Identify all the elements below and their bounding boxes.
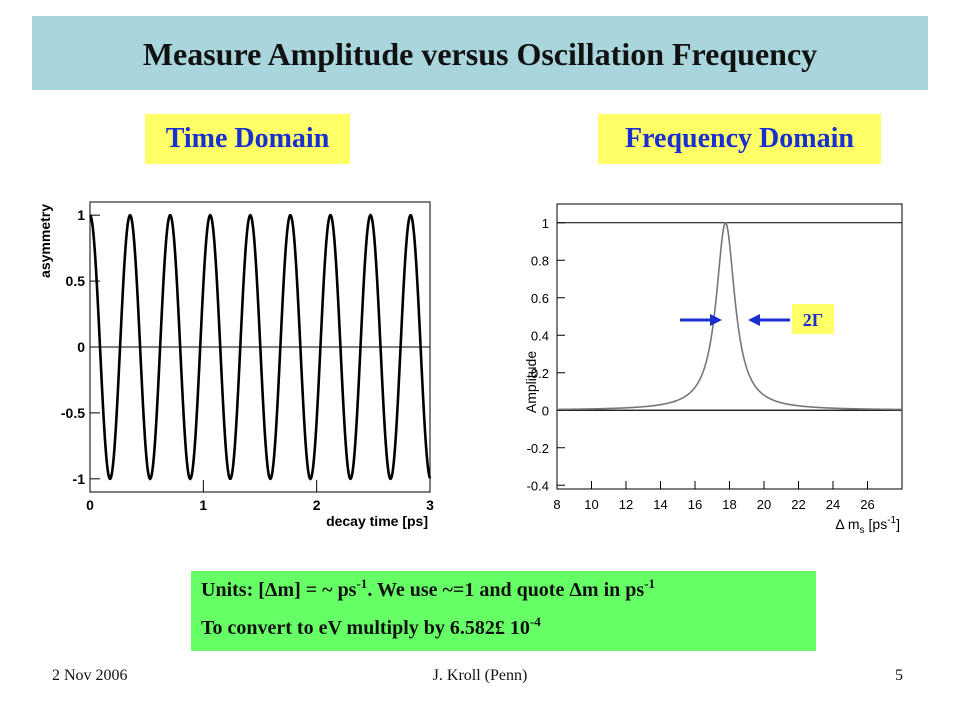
note-text: ps <box>332 579 357 601</box>
time-x-tick-label: 3 <box>426 497 434 513</box>
superscript: -1 <box>644 576 655 591</box>
time-y-tick-label: -0.5 <box>61 405 85 421</box>
freq-y-ticks: 1 0.8 0.6 0.4 0.2 0 -0.2 -0.4 <box>527 216 565 493</box>
title-bar: Measure Amplitude versus Oscillation Fre… <box>32 16 928 90</box>
superscript: -4 <box>529 614 541 629</box>
hbar-symbol: ~ <box>442 579 453 601</box>
freq-y-axis-label: Amplitude <box>523 351 539 413</box>
note-text: Units: [ <box>201 579 265 601</box>
units-note-box: Units: [Δm] = ~ ps-1. We use ~=1 and quo… <box>191 571 816 651</box>
slide-title: Measure Amplitude versus Oscillation Fre… <box>142 36 818 72</box>
freq-x-tick-label: 8 <box>553 497 560 512</box>
freq-y-tick-label: 0 <box>542 403 549 418</box>
time-x-tick-label: 1 <box>199 497 207 513</box>
freq-y-tick-label: 0.2 <box>531 366 549 381</box>
freq-x-tick-label: 20 <box>757 497 771 512</box>
page-number: 5 <box>895 667 903 684</box>
units-note-line-2: To convert to eV multiply by 6.582£ 10-4 <box>201 614 541 640</box>
time-y-tick-label: 0.5 <box>66 273 86 289</box>
width-label-box <box>792 304 834 334</box>
freq-x-tick-label: 10 <box>584 497 598 512</box>
note-text: 10 <box>504 617 530 639</box>
time-y-tick-label: 0 <box>77 339 85 355</box>
freq-x-ticks: 8 10 12 14 16 18 20 22 24 26 <box>553 481 875 512</box>
note-text: m] = <box>277 579 323 601</box>
time-x-tick-label: 2 <box>313 497 321 513</box>
time-x-tick-label: 0 <box>86 497 94 513</box>
frequency-domain-label: Frequency Domain <box>598 114 881 164</box>
time-y-tick-label: -1 <box>73 471 86 487</box>
width-annotation: 2Γ <box>680 304 834 334</box>
note-text: m in ps <box>581 579 645 601</box>
freq-y-tick-label: 0.6 <box>531 291 549 306</box>
note-text: To convert to eV multiply by 6.582 <box>201 617 495 639</box>
frequency-domain-chart: 1 0.8 0.6 0.4 0.2 0 -0.2 -0.4 8 10 12 14 16 18 20 22 24… <box>523 203 903 536</box>
freq-x-tick-label: 22 <box>791 497 805 512</box>
time-y-tick-label: 1 <box>77 207 85 223</box>
time-y-axis-label: asymmetry <box>37 204 53 278</box>
left-arrowhead <box>710 314 722 326</box>
freq-x-tick-label: 24 <box>826 497 840 512</box>
note-text: . We use <box>367 579 443 601</box>
right-arrowhead <box>748 314 760 326</box>
superscript: -1 <box>356 576 368 591</box>
times-symbol: £ <box>494 617 505 639</box>
freq-y-tick-label: 0.8 <box>531 253 549 268</box>
delta-symbol: Δ <box>264 579 278 601</box>
time-y-ticks: 1 0.5 0 -0.5 -1 <box>61 207 100 487</box>
freq-x-tick-label: 14 <box>653 497 667 512</box>
time-oscillation-curve <box>89 213 432 481</box>
freq-y-tick-label: -0.4 <box>527 478 549 493</box>
freq-x-tick-label: 18 <box>722 497 736 512</box>
note-text: =1 and quote <box>452 579 570 601</box>
freq-x-tick-label: 12 <box>619 497 633 512</box>
time-domain-chart: 1 0.5 0 -0.5 -1 0 1 2 3 decay time [ps] asymmet… <box>37 201 434 529</box>
footer-author: J. Kroll (Penn) <box>432 667 528 684</box>
footer-date: 2 Nov 2006 <box>52 667 128 684</box>
freq-x-tick-label: 16 <box>688 497 702 512</box>
freq-x-axis-label: Δ ms [ps-1] <box>835 515 900 536</box>
time-domain-label: Time Domain <box>145 114 350 164</box>
freq-y-tick-label: 1 <box>542 216 549 231</box>
hbar-symbol: ~ <box>322 579 333 601</box>
freq-x-tick-label: 26 <box>860 497 874 512</box>
amplitude-peak-curve <box>556 221 902 411</box>
time-x-ticks: 0 1 2 3 <box>86 480 434 513</box>
delta-symbol: Δ <box>569 579 582 601</box>
width-label: 2Γ <box>803 310 823 330</box>
freq-y-tick-label: 0.4 <box>531 328 549 343</box>
freq-y-tick-label: -0.2 <box>527 441 549 456</box>
time-x-axis-label: decay time [ps] <box>326 513 428 529</box>
units-note-line-1: Units: [Δm] = ~ ps-1. We use ~=1 and quo… <box>201 576 655 602</box>
